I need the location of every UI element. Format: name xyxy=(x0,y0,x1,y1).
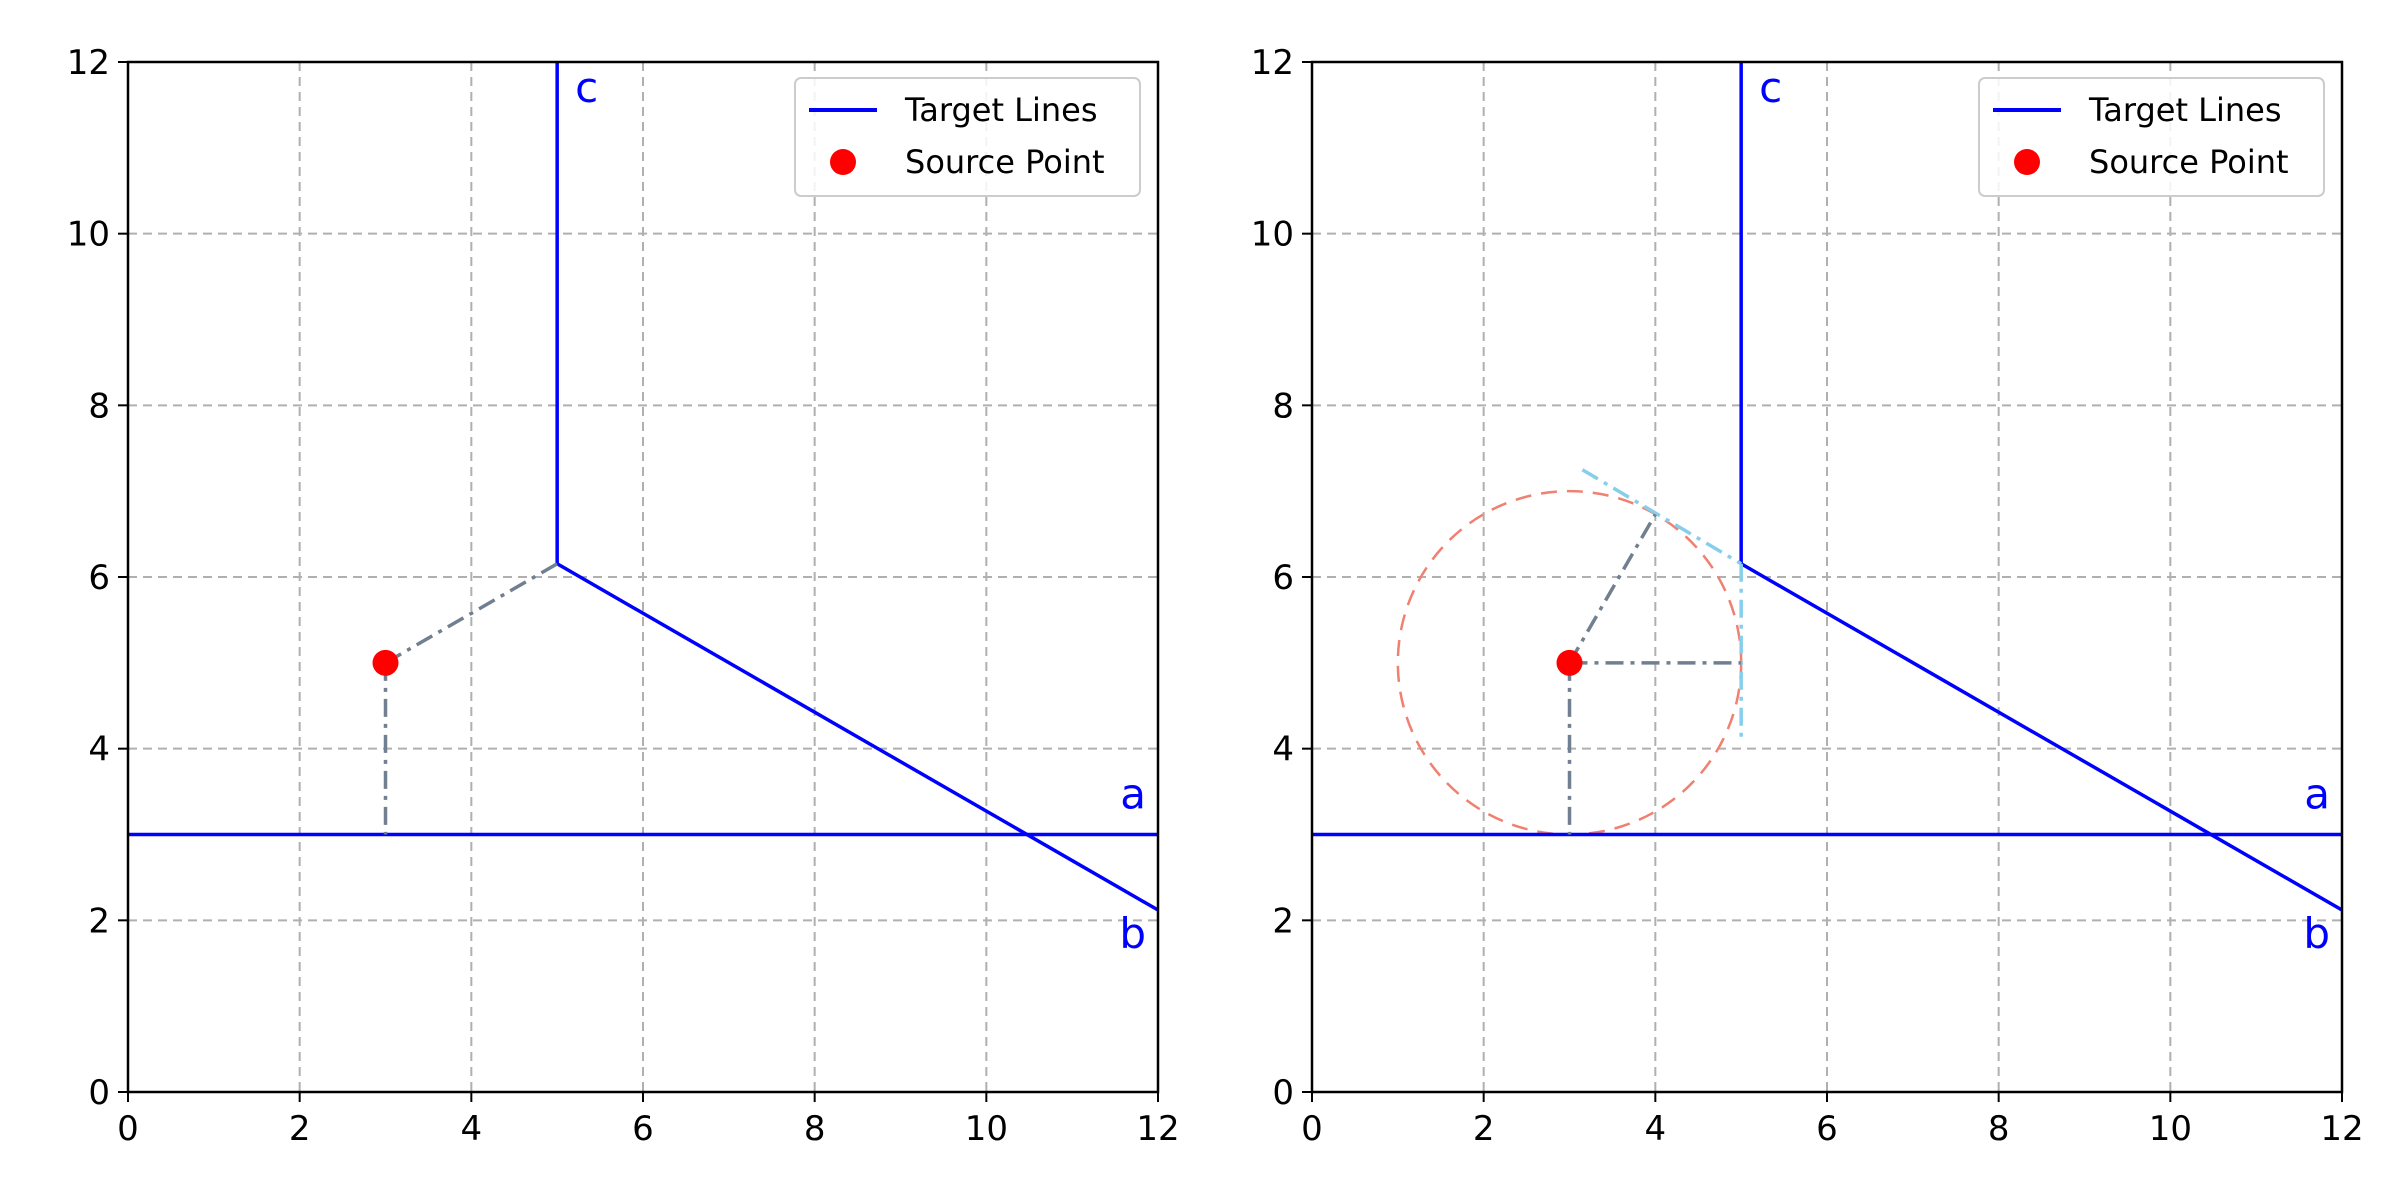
line-label-c: c xyxy=(1759,63,1782,112)
legend: Target Lines Source Point xyxy=(1978,77,2325,197)
y-tick-label: 10 xyxy=(67,215,110,255)
x-tick-label: 0 xyxy=(117,1109,139,1149)
y-tick-label: 10 xyxy=(1251,215,1294,255)
helper-line xyxy=(1581,468,1743,566)
x-tick-label: 10 xyxy=(965,1109,1008,1149)
x-tick-label: 2 xyxy=(1473,1109,1495,1149)
x-tick-label: 8 xyxy=(804,1109,826,1149)
line-label-a: a xyxy=(1120,770,1146,819)
y-tick-label: 6 xyxy=(1272,558,1294,598)
legend-label: Target Lines xyxy=(904,91,1098,129)
line-label-c: c xyxy=(575,63,598,112)
legend-box xyxy=(1978,77,2325,197)
legend-marker-swatch xyxy=(2014,149,2040,175)
x-tick-label: 2 xyxy=(289,1109,311,1149)
line-label-b: b xyxy=(1119,909,1146,958)
plot-area xyxy=(128,62,1158,912)
legend-marker-swatch xyxy=(830,149,856,175)
left-chart: a b c 0 2 4 6 8 10 12 0 2 4 6 8 10 12 Target Lines Source … xyxy=(67,43,1180,1149)
x-tick-label: 0 xyxy=(1301,1109,1323,1149)
y-tick-label: 2 xyxy=(1272,901,1294,941)
y-tick-label: 12 xyxy=(1251,43,1294,83)
y-tick-label: 2 xyxy=(88,901,110,941)
right-chart: a b c 0 2 4 6 8 10 12 0 2 4 6 8 10 12 Target Lines Source … xyxy=(1251,43,2364,1149)
source-point-marker xyxy=(1556,649,1583,676)
x-tick-label: 12 xyxy=(1136,1109,1179,1149)
legend-label: Source Point xyxy=(2089,143,2289,181)
y-tick-label: 8 xyxy=(1272,386,1294,426)
line-label-b: b xyxy=(2303,909,2330,958)
legend-label: Target Lines xyxy=(2088,91,2282,129)
y-tick-label: 0 xyxy=(88,1073,110,1113)
y-tick-label: 6 xyxy=(88,558,110,598)
x-tick-label: 6 xyxy=(1816,1109,1838,1149)
y-tick-label: 4 xyxy=(1272,730,1294,770)
x-tick-label: 10 xyxy=(2149,1109,2192,1149)
x-tick-label: 8 xyxy=(1988,1109,2010,1149)
distance-path xyxy=(384,562,559,665)
x-tick-label: 6 xyxy=(632,1109,654,1149)
x-tick-label: 12 xyxy=(2320,1109,2363,1149)
line-label-a: a xyxy=(2304,770,2330,819)
y-tick-label: 0 xyxy=(1272,1073,1294,1113)
x-tick-label: 4 xyxy=(1645,1109,1667,1149)
source-point-marker xyxy=(372,649,399,676)
legend: Target Lines Source Point xyxy=(794,77,1141,197)
target-line-b xyxy=(1740,562,2342,912)
plot-area xyxy=(1312,62,2342,912)
y-tick-label: 8 xyxy=(88,386,110,426)
target-line-b xyxy=(556,562,1158,912)
y-tick-label: 12 xyxy=(67,43,110,83)
x-tick-label: 4 xyxy=(461,1109,483,1149)
legend-label: Source Point xyxy=(905,143,1105,181)
distance-path xyxy=(1567,513,1657,664)
y-tick-label: 4 xyxy=(88,730,110,770)
legend-box xyxy=(794,77,1141,197)
